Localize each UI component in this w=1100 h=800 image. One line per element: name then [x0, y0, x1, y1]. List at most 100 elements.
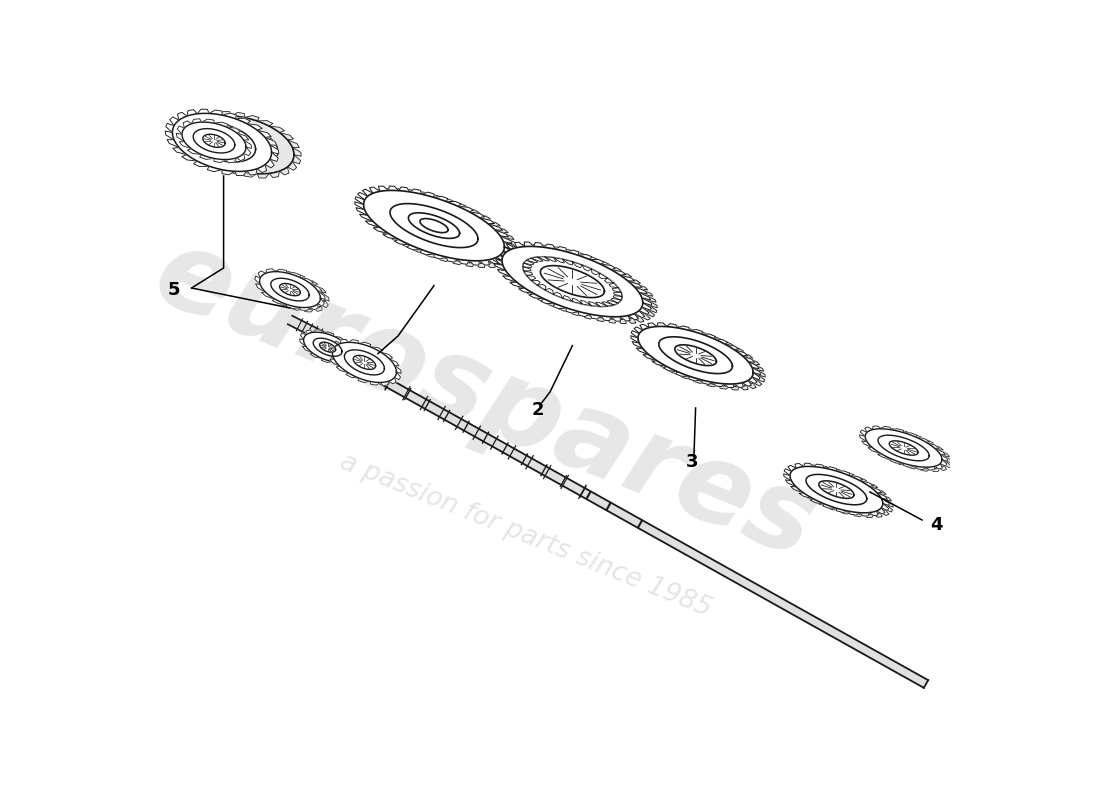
- Polygon shape: [458, 206, 474, 212]
- Text: 2: 2: [531, 401, 544, 418]
- Polygon shape: [553, 258, 564, 263]
- Polygon shape: [355, 197, 365, 205]
- Polygon shape: [889, 441, 918, 455]
- Polygon shape: [869, 511, 878, 516]
- Polygon shape: [734, 350, 748, 356]
- Polygon shape: [234, 118, 251, 124]
- Polygon shape: [827, 506, 840, 510]
- Polygon shape: [494, 226, 508, 233]
- Polygon shape: [639, 293, 650, 300]
- Polygon shape: [349, 354, 355, 362]
- Polygon shape: [522, 266, 531, 271]
- Polygon shape: [524, 271, 532, 275]
- Polygon shape: [434, 196, 448, 202]
- Polygon shape: [464, 262, 475, 266]
- Polygon shape: [903, 463, 915, 467]
- Polygon shape: [579, 254, 592, 259]
- Polygon shape: [729, 386, 739, 390]
- Polygon shape: [169, 117, 179, 126]
- Polygon shape: [500, 232, 514, 239]
- Polygon shape: [754, 379, 762, 386]
- Polygon shape: [359, 342, 371, 346]
- Polygon shape: [754, 364, 763, 371]
- Polygon shape: [610, 298, 621, 303]
- Polygon shape: [270, 270, 278, 275]
- Polygon shape: [389, 378, 396, 384]
- Polygon shape: [220, 111, 232, 116]
- Polygon shape: [590, 314, 601, 319]
- Polygon shape: [794, 468, 887, 514]
- Polygon shape: [310, 353, 322, 358]
- Polygon shape: [645, 295, 656, 302]
- Polygon shape: [613, 296, 621, 300]
- Polygon shape: [757, 370, 766, 377]
- Polygon shape: [886, 428, 895, 431]
- Polygon shape: [246, 124, 262, 130]
- Polygon shape: [540, 266, 604, 298]
- Polygon shape: [886, 500, 893, 507]
- Polygon shape: [920, 468, 931, 471]
- Polygon shape: [276, 301, 290, 306]
- Polygon shape: [507, 249, 648, 319]
- Polygon shape: [641, 350, 653, 357]
- Polygon shape: [869, 486, 882, 493]
- Polygon shape: [553, 292, 563, 298]
- Polygon shape: [915, 437, 930, 442]
- Polygon shape: [590, 259, 604, 264]
- Polygon shape: [610, 317, 620, 321]
- Polygon shape: [868, 448, 881, 454]
- Polygon shape: [197, 109, 209, 114]
- Polygon shape: [495, 230, 508, 237]
- Polygon shape: [747, 358, 760, 365]
- Polygon shape: [747, 382, 756, 389]
- Polygon shape: [314, 338, 342, 356]
- Polygon shape: [390, 204, 478, 247]
- Polygon shape: [279, 283, 300, 296]
- Polygon shape: [584, 314, 595, 319]
- Polygon shape: [799, 465, 807, 470]
- Polygon shape: [926, 466, 935, 470]
- Polygon shape: [440, 256, 452, 262]
- Polygon shape: [246, 169, 257, 175]
- Polygon shape: [310, 283, 322, 291]
- Polygon shape: [865, 432, 871, 438]
- Polygon shape: [222, 170, 234, 174]
- Polygon shape: [522, 263, 531, 267]
- Polygon shape: [322, 293, 329, 301]
- Polygon shape: [803, 494, 817, 500]
- Polygon shape: [920, 438, 934, 444]
- Polygon shape: [358, 193, 367, 200]
- Polygon shape: [752, 373, 760, 380]
- Polygon shape: [192, 119, 201, 128]
- Polygon shape: [365, 217, 378, 224]
- Polygon shape: [648, 357, 662, 363]
- Polygon shape: [584, 257, 597, 262]
- Polygon shape: [607, 301, 618, 305]
- Polygon shape: [304, 278, 318, 285]
- Polygon shape: [544, 257, 557, 262]
- Polygon shape: [209, 110, 222, 115]
- Polygon shape: [799, 493, 813, 498]
- Polygon shape: [227, 127, 241, 133]
- Polygon shape: [648, 323, 657, 328]
- Polygon shape: [177, 112, 187, 120]
- Polygon shape: [194, 161, 209, 166]
- Polygon shape: [214, 158, 227, 162]
- Polygon shape: [421, 192, 434, 198]
- Polygon shape: [706, 382, 718, 387]
- Polygon shape: [702, 334, 716, 338]
- Polygon shape: [636, 333, 645, 340]
- Polygon shape: [579, 311, 590, 317]
- Polygon shape: [312, 330, 322, 333]
- Polygon shape: [528, 259, 628, 309]
- Polygon shape: [742, 356, 755, 362]
- Polygon shape: [616, 319, 626, 323]
- Polygon shape: [257, 174, 270, 178]
- Polygon shape: [279, 133, 294, 140]
- Polygon shape: [903, 433, 917, 437]
- Polygon shape: [628, 314, 638, 320]
- Polygon shape: [265, 138, 277, 146]
- Polygon shape: [640, 324, 649, 330]
- Polygon shape: [689, 376, 702, 381]
- Polygon shape: [572, 298, 582, 304]
